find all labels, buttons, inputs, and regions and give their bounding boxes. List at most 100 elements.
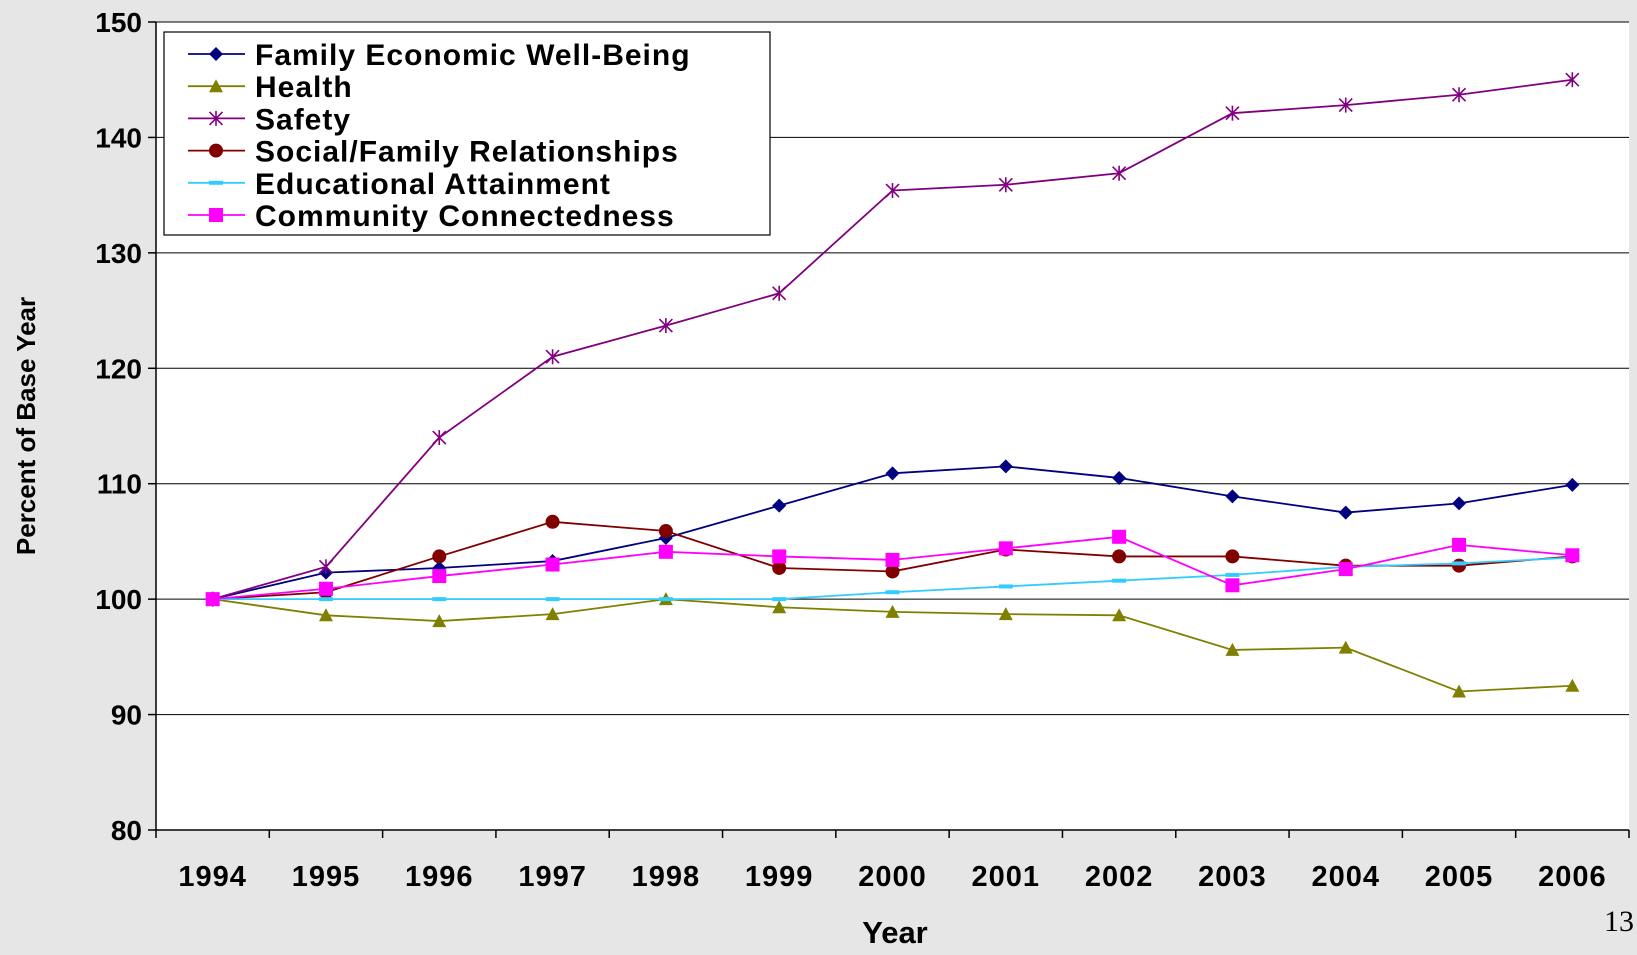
- legend-item: Family Economic Well-Being: [188, 39, 691, 72]
- data-point: [1338, 640, 1353, 654]
- data-point: [318, 597, 333, 602]
- legend-item: Health: [188, 71, 352, 104]
- x-tick-label: 2006: [1538, 861, 1607, 893]
- data-point: [772, 600, 787, 614]
- page-number: 13: [1604, 905, 1634, 938]
- data-point: [1452, 496, 1467, 511]
- x-tick-label: 1996: [405, 861, 474, 893]
- data-point: [1338, 562, 1353, 577]
- data-point: [1112, 549, 1127, 564]
- series-lines: [205, 72, 1580, 698]
- data-point: [658, 524, 673, 539]
- legend-item: Community Connectedness: [188, 200, 675, 233]
- data-point: [1565, 548, 1580, 563]
- data-point: [1338, 97, 1353, 113]
- x-axis-title: Year: [862, 915, 928, 950]
- data-point: [432, 430, 447, 446]
- data-point: [658, 318, 673, 334]
- legend-label: Educational Attainment: [255, 168, 611, 201]
- data-point: [1112, 470, 1127, 485]
- data-point: [885, 183, 900, 199]
- legend-item: Educational Attainment: [188, 168, 611, 201]
- data-point: [1565, 477, 1580, 492]
- data-point: [1452, 684, 1467, 698]
- data-point: [1452, 537, 1467, 552]
- data-point: [772, 498, 787, 513]
- data-point: [1112, 608, 1127, 622]
- data-point: [885, 604, 900, 618]
- legend-marker: [209, 180, 223, 185]
- data-point: [545, 349, 560, 365]
- x-tick-label: 2001: [972, 861, 1041, 893]
- legend-marker: [209, 79, 223, 93]
- data-point: [545, 607, 560, 621]
- series-community-connectedness: [205, 529, 1580, 607]
- data-point: [658, 597, 673, 602]
- data-point: [885, 590, 900, 595]
- y-tick-label: 110: [97, 469, 142, 500]
- legend-label: Social/Family Relationships: [255, 136, 679, 169]
- data-point: [1565, 72, 1580, 88]
- data-point: [772, 549, 787, 564]
- data-point: [1112, 578, 1127, 583]
- data-point: [1451, 87, 1467, 103]
- data-point: [998, 607, 1013, 621]
- data-point: [998, 584, 1013, 589]
- data-point: [1225, 642, 1240, 656]
- data-point: [885, 552, 900, 567]
- y-tick-label: 150: [95, 7, 142, 38]
- data-point: [998, 541, 1013, 556]
- data-point: [772, 285, 787, 301]
- legend-item: Safety: [188, 103, 351, 136]
- data-point: [432, 614, 447, 628]
- x-tick-label: 2000: [858, 861, 927, 893]
- data-point: [1338, 505, 1353, 520]
- y-tick-label: 90: [111, 700, 142, 731]
- data-point: [318, 581, 333, 596]
- y-tick-label: 120: [95, 353, 142, 384]
- data-point: [1225, 572, 1240, 577]
- legend-label: Safety: [255, 103, 351, 136]
- legend-box: [163, 31, 771, 236]
- data-point: [772, 560, 787, 575]
- data-point: [772, 597, 787, 602]
- y-tick-label: 140: [95, 122, 142, 153]
- x-tick-label: 1994: [178, 861, 247, 893]
- data-point: [318, 559, 334, 575]
- x-tick-label: 1999: [745, 861, 814, 893]
- x-tick-label: 2002: [1085, 861, 1154, 893]
- data-point: [885, 466, 900, 481]
- data-point: [432, 549, 447, 564]
- data-point: [318, 608, 333, 622]
- legend-marker: [209, 143, 223, 158]
- y-tick-label: 80: [111, 815, 142, 846]
- data-point: [205, 592, 220, 607]
- legend-label: Family Economic Well-Being: [255, 39, 691, 72]
- y-tick-label: 100: [95, 584, 142, 615]
- data-point: [1452, 561, 1467, 566]
- data-point: [432, 597, 447, 602]
- legend-label: Community Connectedness: [255, 200, 675, 233]
- data-point: [432, 569, 447, 584]
- x-tick-label: 2004: [1311, 861, 1380, 893]
- axes: 80 90 100 110 120 130 140 150 1994 1995 1996 1997 19…: [95, 7, 1630, 893]
- x-tick-label: 1995: [292, 861, 361, 893]
- data-point: [1565, 678, 1580, 692]
- legend-marker: [208, 110, 224, 126]
- legend-marker: [209, 47, 223, 61]
- data-point: [998, 177, 1013, 193]
- data-point: [545, 597, 560, 602]
- series-safety: [205, 72, 1580, 607]
- data-point: [885, 564, 900, 579]
- data-point: [1112, 165, 1127, 181]
- data-point: [1112, 529, 1127, 544]
- data-point: [1225, 489, 1240, 504]
- x-tick-label: 2005: [1425, 861, 1494, 893]
- data-point: [998, 459, 1013, 474]
- series-health: [205, 592, 1580, 698]
- data-point: [545, 514, 560, 529]
- legend-item: Social/Family Relationships: [188, 136, 679, 169]
- x-tick-label: 1997: [518, 861, 587, 893]
- legend-marker: [209, 208, 223, 222]
